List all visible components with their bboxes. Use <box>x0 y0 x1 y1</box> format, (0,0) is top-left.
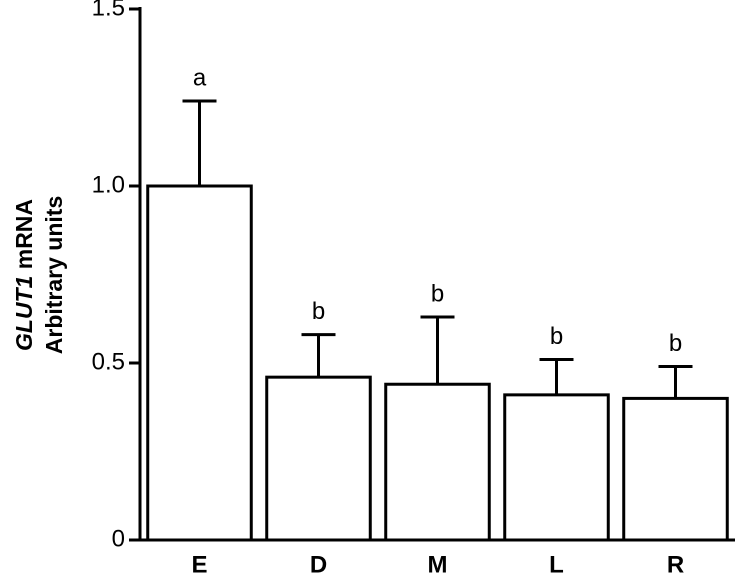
bar <box>146 184 253 542</box>
significance-letter: b <box>312 298 325 325</box>
x-tick-label: M <box>428 551 448 578</box>
y-tick-label: 1.0 <box>92 171 125 198</box>
significance-letter: b <box>669 330 682 357</box>
x-tick-label: E <box>191 551 207 578</box>
significance-letter: b <box>431 280 444 307</box>
y-title-unit: mRNA <box>11 199 37 269</box>
bar <box>265 375 372 542</box>
bar <box>503 393 610 542</box>
x-tick-label: L <box>549 551 564 578</box>
y-tick-label: 1.5 <box>92 0 125 21</box>
bar <box>622 396 729 542</box>
y-tick-label: 0 <box>112 525 125 552</box>
y-title-gene: GLUT1 <box>11 276 37 351</box>
y-axis-title: GLUT1 mRNA <box>11 199 37 351</box>
y-tick-label: 0.5 <box>92 348 125 375</box>
y-axis-title-2: Arbitrary units <box>41 196 67 354</box>
significance-letter: b <box>550 323 563 350</box>
bar <box>384 382 491 542</box>
x-tick-label: D <box>310 551 327 578</box>
significance-letter: a <box>193 64 207 91</box>
x-tick-label: R <box>667 551 684 578</box>
